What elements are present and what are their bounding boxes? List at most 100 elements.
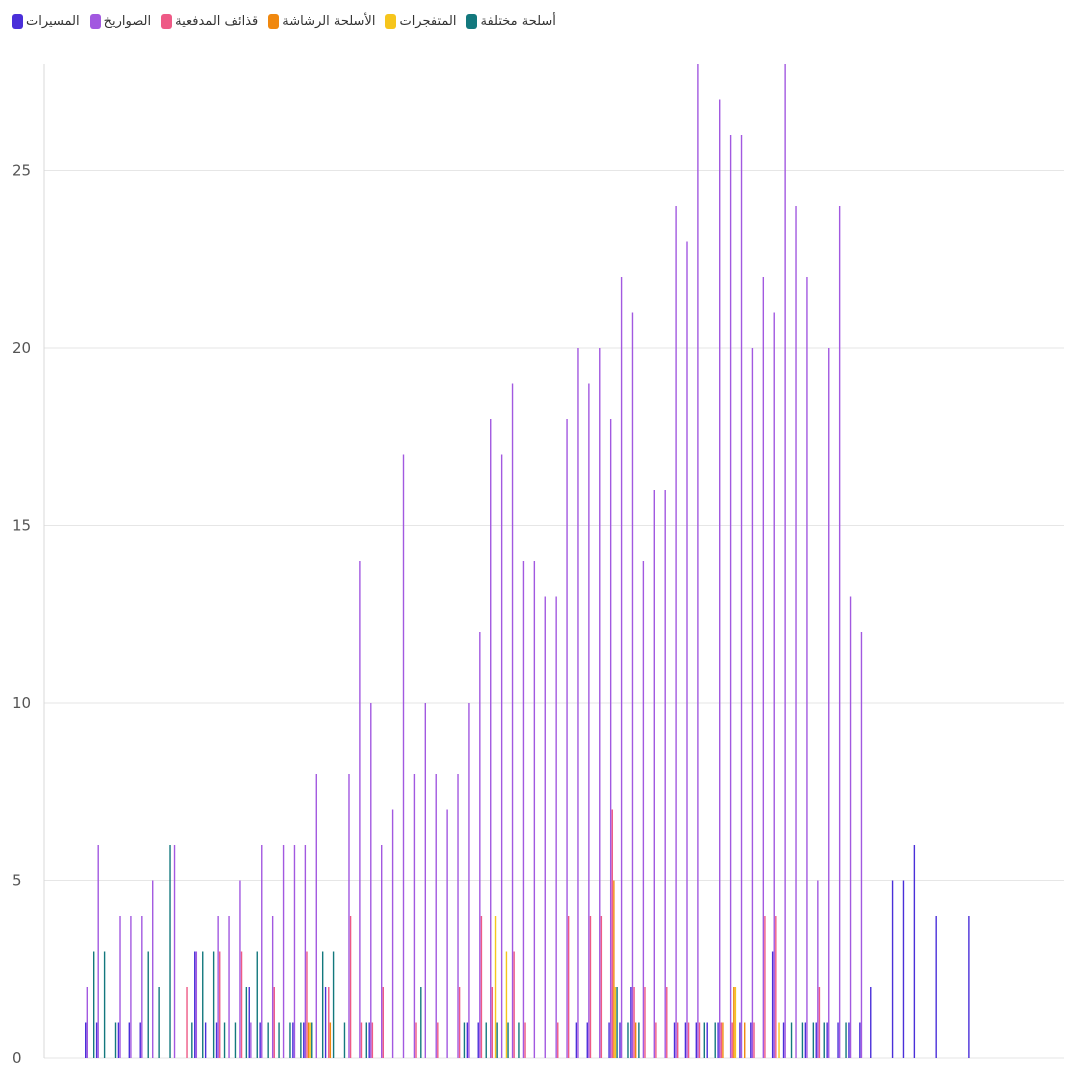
bar[interactable]: [609, 419, 612, 1058]
bar[interactable]: [413, 774, 416, 1058]
bar[interactable]: [480, 916, 483, 1058]
bar[interactable]: [382, 987, 384, 1058]
bar[interactable]: [524, 1022, 526, 1059]
bar[interactable]: [402, 454, 405, 1059]
bar[interactable]: [128, 1022, 131, 1059]
bar[interactable]: [267, 1022, 269, 1059]
bar[interactable]: [812, 1022, 815, 1059]
bar[interactable]: [204, 1022, 207, 1059]
bar[interactable]: [130, 916, 132, 1058]
bar[interactable]: [733, 987, 735, 1058]
bar[interactable]: [589, 916, 592, 1058]
bar[interactable]: [740, 135, 743, 1058]
bar[interactable]: [328, 987, 330, 1058]
bar[interactable]: [147, 951, 149, 1059]
bar[interactable]: [332, 951, 335, 1059]
legend-item[interactable]: المتفجرات: [385, 14, 456, 29]
bar[interactable]: [271, 916, 274, 1058]
bar[interactable]: [722, 1022, 724, 1059]
bar[interactable]: [304, 845, 307, 1058]
bar[interactable]: [479, 632, 481, 1058]
bar[interactable]: [195, 951, 198, 1059]
bar[interactable]: [245, 987, 248, 1058]
bar[interactable]: [684, 1022, 687, 1059]
bar[interactable]: [849, 596, 852, 1059]
bar[interactable]: [202, 951, 204, 1059]
bar[interactable]: [212, 951, 215, 1059]
legend-item[interactable]: قذائف المدفعية: [161, 14, 258, 29]
bar[interactable]: [103, 951, 106, 1059]
bar[interactable]: [511, 383, 514, 1059]
bar[interactable]: [859, 1022, 861, 1059]
bar[interactable]: [223, 1022, 226, 1059]
bar[interactable]: [633, 987, 635, 1058]
bar[interactable]: [522, 561, 525, 1058]
bar[interactable]: [239, 880, 241, 1059]
bar[interactable]: [644, 987, 646, 1058]
bar[interactable]: [818, 987, 821, 1058]
bar[interactable]: [703, 1022, 705, 1059]
bar[interactable]: [349, 916, 352, 1058]
bar[interactable]: [790, 1022, 793, 1059]
bar[interactable]: [306, 951, 308, 1059]
bar[interactable]: [686, 241, 688, 1059]
bar[interactable]: [424, 703, 427, 1058]
bar[interactable]: [739, 1022, 741, 1059]
bar[interactable]: [744, 1022, 746, 1059]
bar[interactable]: [292, 1022, 294, 1059]
bar[interactable]: [817, 880, 819, 1059]
bar[interactable]: [771, 951, 774, 1059]
bar[interactable]: [518, 1022, 520, 1059]
bar[interactable]: [463, 1022, 466, 1059]
bar[interactable]: [343, 1022, 346, 1059]
bar[interactable]: [490, 419, 492, 1058]
bar[interactable]: [891, 880, 894, 1059]
bar[interactable]: [837, 1022, 839, 1059]
bar[interactable]: [675, 206, 677, 1058]
bar[interactable]: [141, 916, 143, 1058]
bar[interactable]: [673, 1022, 676, 1059]
bar[interactable]: [782, 1022, 785, 1059]
bar[interactable]: [97, 845, 99, 1058]
bar[interactable]: [698, 1022, 701, 1059]
bar[interactable]: [826, 1022, 828, 1059]
bar[interactable]: [468, 703, 470, 1058]
bar[interactable]: [420, 987, 422, 1058]
bar[interactable]: [381, 845, 383, 1058]
bar[interactable]: [795, 206, 797, 1058]
bar[interactable]: [186, 987, 188, 1058]
bar[interactable]: [114, 1022, 117, 1059]
bar[interactable]: [913, 845, 916, 1058]
bar[interactable]: [139, 1022, 141, 1059]
bar[interactable]: [642, 561, 645, 1058]
bar[interactable]: [348, 774, 350, 1058]
bar[interactable]: [764, 916, 766, 1058]
bar[interactable]: [311, 1022, 313, 1059]
bar[interactable]: [575, 1022, 578, 1059]
bar[interactable]: [194, 951, 196, 1059]
bar[interactable]: [638, 1022, 640, 1059]
bar[interactable]: [588, 383, 590, 1059]
bar[interactable]: [435, 774, 437, 1058]
bar[interactable]: [630, 987, 632, 1058]
bar[interactable]: [496, 1022, 498, 1059]
bar[interactable]: [616, 987, 618, 1058]
bar[interactable]: [437, 1022, 439, 1059]
bar[interactable]: [620, 277, 623, 1058]
bar[interactable]: [719, 99, 721, 1059]
legend-item[interactable]: الصواريخ: [89, 14, 151, 29]
bar[interactable]: [300, 1022, 302, 1059]
legend-item[interactable]: المسيرات: [12, 14, 80, 29]
bar[interactable]: [845, 1022, 847, 1059]
bar[interactable]: [611, 809, 613, 1059]
bar[interactable]: [95, 1022, 98, 1059]
bar[interactable]: [751, 348, 754, 1058]
bar[interactable]: [801, 1022, 804, 1059]
bar[interactable]: [695, 1022, 697, 1059]
bar[interactable]: [697, 64, 699, 1058]
bar[interactable]: [365, 1022, 367, 1059]
bar[interactable]: [259, 1022, 261, 1059]
bar[interactable]: [599, 348, 601, 1058]
bar[interactable]: [631, 312, 634, 1059]
bar[interactable]: [466, 1022, 469, 1059]
